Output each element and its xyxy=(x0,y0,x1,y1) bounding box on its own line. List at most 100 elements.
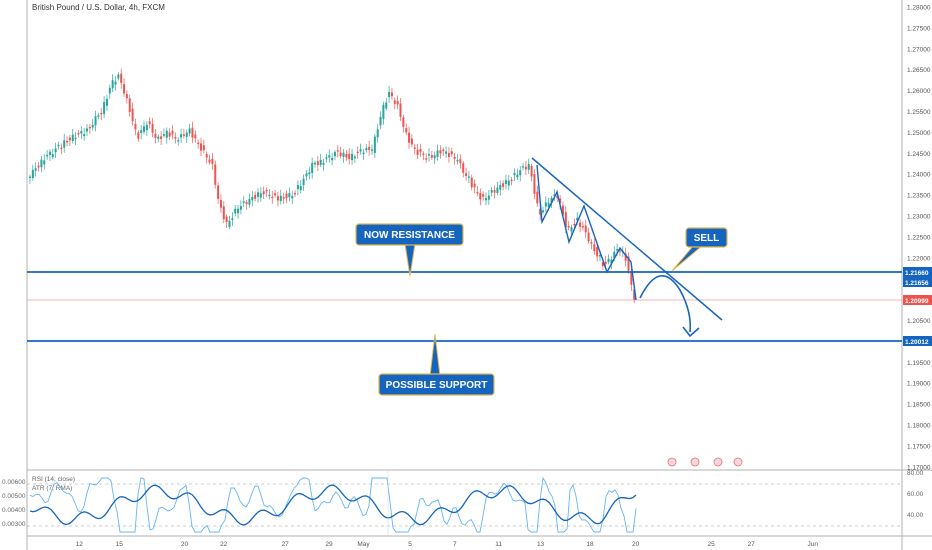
candle-body xyxy=(419,149,422,152)
indicator-right-axis: 80.00 60.00 40.00 xyxy=(907,470,924,519)
candle-body xyxy=(57,144,60,147)
candle-body xyxy=(373,136,376,153)
now-resistance-callout[interactable]: NOW RESISTANCE xyxy=(355,223,464,277)
candle-body xyxy=(524,166,527,170)
candle-body xyxy=(408,132,411,143)
candle-body xyxy=(242,201,245,203)
time-axis[interactable]: 12 15 20 22 27 29 May 5 7 11 13 18 20 25 27 Jun xyxy=(76,541,819,548)
candle-body xyxy=(348,153,351,160)
candle-body xyxy=(393,100,396,104)
candle-body xyxy=(607,258,610,263)
candle-body xyxy=(123,84,126,94)
candle-body xyxy=(630,271,633,285)
candle-body xyxy=(428,154,430,156)
candle-body xyxy=(29,176,31,178)
candle-body xyxy=(245,202,248,205)
candle-body xyxy=(587,232,590,242)
event-markers[interactable] xyxy=(667,457,743,467)
candle-body xyxy=(579,222,582,227)
candle-body xyxy=(624,253,627,261)
candle-body xyxy=(402,117,405,127)
atr-line xyxy=(29,484,637,526)
candle-body xyxy=(314,162,316,165)
candle-body xyxy=(194,134,197,139)
candle-body xyxy=(285,193,288,199)
candle-body xyxy=(208,159,211,163)
candle-body xyxy=(299,186,302,191)
price-tag-resistance-2: 1.21656 xyxy=(903,277,932,287)
candle-body xyxy=(533,174,536,194)
candle-body xyxy=(40,159,43,168)
time-tick-label: 12 xyxy=(76,541,84,548)
projection-arrow[interactable] xyxy=(639,274,692,333)
time-tick-label: 13 xyxy=(537,541,545,548)
candle-body xyxy=(527,163,530,170)
event-flag-icon[interactable] xyxy=(733,457,743,467)
price-tick-label: 1.17500 xyxy=(907,443,931,450)
time-tick-label: 11 xyxy=(495,541,502,548)
time-tick-label: 27 xyxy=(748,541,756,548)
candle-body xyxy=(162,134,165,136)
candle-body xyxy=(174,137,177,139)
sell-callout[interactable]: SELL xyxy=(671,227,728,272)
candle-body xyxy=(202,145,205,151)
event-flag-icon[interactable] xyxy=(713,457,723,467)
candle-body xyxy=(83,134,86,137)
price-tick-label: 1.17000 xyxy=(907,464,931,471)
candle-body xyxy=(154,133,157,139)
candle-body xyxy=(34,168,37,171)
atr-tick-label: 0.00300 xyxy=(2,521,26,528)
candle-body xyxy=(46,154,49,157)
candle-body xyxy=(128,98,131,113)
price-tick-label: 1.25500 xyxy=(907,109,931,116)
rsi-tick-label: 40.00 xyxy=(907,512,924,519)
price-tick-label: 1.18500 xyxy=(907,402,931,409)
candle-body xyxy=(390,92,393,97)
candle-body xyxy=(308,172,311,175)
candle-body xyxy=(134,123,137,130)
candle-body xyxy=(616,249,619,251)
candle-body xyxy=(48,151,51,155)
candle-body xyxy=(353,156,356,159)
candle-body xyxy=(513,173,516,176)
candle-body xyxy=(453,156,456,159)
candle-body xyxy=(467,176,470,178)
candle-body xyxy=(596,247,599,257)
candle-body xyxy=(416,149,419,155)
candle-body xyxy=(325,157,328,159)
candle-body xyxy=(296,185,299,190)
price-path-drawing[interactable] xyxy=(536,164,637,301)
event-flag-icon[interactable] xyxy=(690,457,700,467)
time-tick-label: 20 xyxy=(632,541,640,548)
candle-body xyxy=(114,81,117,85)
candle-body xyxy=(111,80,114,89)
candle-body xyxy=(86,128,88,132)
candle-body xyxy=(322,162,325,165)
candle-body xyxy=(379,116,382,126)
candle-body xyxy=(171,130,174,135)
candle-body xyxy=(197,142,200,145)
candle-body xyxy=(316,161,319,166)
candle-body xyxy=(442,149,445,152)
candle-body xyxy=(553,194,556,196)
candle-body xyxy=(140,130,143,133)
descending-trendline[interactable] xyxy=(531,157,723,321)
candle-body xyxy=(550,198,553,203)
candle-body xyxy=(465,173,468,177)
candle-body xyxy=(143,126,145,132)
candle-body xyxy=(567,226,570,228)
candle-body xyxy=(385,102,388,109)
event-flag-icon[interactable] xyxy=(667,457,677,467)
candle-body xyxy=(433,155,436,159)
candle-body xyxy=(599,255,601,257)
possible-support-callout[interactable]: POSSIBLE SUPPORT xyxy=(378,333,495,396)
candle-body xyxy=(54,148,57,153)
candle-body xyxy=(556,195,559,198)
candle-body xyxy=(510,179,513,182)
candle-body xyxy=(105,98,108,106)
candle-body xyxy=(91,124,94,128)
price-tick-label: 1.22500 xyxy=(907,234,931,241)
candle-body xyxy=(157,136,160,139)
candle-body xyxy=(547,202,550,208)
